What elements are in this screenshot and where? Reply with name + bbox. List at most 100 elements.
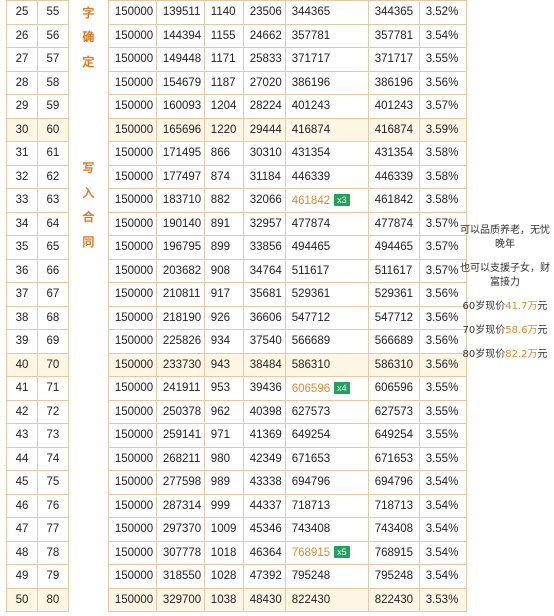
premium-cell: 150000 bbox=[107, 540, 157, 565]
table-row: 30 60 150000 165696 1220 29444 416874 416874 3.5… bbox=[6, 117, 554, 142]
total-value: 494465 bbox=[291, 241, 331, 254]
accumulated-cell: 47392 bbox=[242, 564, 286, 589]
table-row: 27 57 150000 149448 1171 25833 371717 371717 3.5… bbox=[6, 47, 554, 72]
rate-cell: 3.57% bbox=[418, 94, 467, 119]
cash-value-cell: 277598 bbox=[155, 470, 205, 495]
bonus-cell: 1220 bbox=[203, 117, 244, 142]
table-row: 44 74 150000 268211 980 42349 671653 671653 3.55… bbox=[6, 446, 554, 471]
total-value: 586310 bbox=[291, 358, 331, 371]
accumulated-cell: 24662 bbox=[242, 23, 286, 48]
value-cell: 743408 bbox=[367, 517, 420, 542]
year-cell: 25 bbox=[6, 0, 38, 25]
cash-value-cell: 154679 bbox=[155, 70, 205, 95]
side-label-column: 字确定写入合同 bbox=[67, 0, 109, 612]
cash-value-cell: 297370 bbox=[155, 517, 205, 542]
total-cell: 357781 bbox=[284, 23, 369, 48]
rate-cell: 3.55% bbox=[418, 376, 467, 401]
premium-cell: 150000 bbox=[107, 23, 157, 48]
bonus-cell: 999 bbox=[203, 493, 244, 518]
total-value: 344365 bbox=[291, 6, 331, 19]
total-cell: 627573 bbox=[284, 399, 369, 424]
table-row: 31 61 150000 171495 866 30310 431354 431354 3.58… bbox=[6, 141, 554, 166]
premium-cell: 150000 bbox=[107, 376, 157, 401]
age-cell: 60 bbox=[36, 117, 69, 142]
rate-cell: 3.57% bbox=[418, 258, 467, 283]
accumulated-cell: 25833 bbox=[242, 47, 286, 72]
year-cell: 29 bbox=[6, 94, 38, 119]
rate-cell: 3.54% bbox=[418, 23, 467, 48]
total-value: 627573 bbox=[291, 405, 331, 418]
bonus-cell: 908 bbox=[203, 258, 244, 283]
premium-cell: 150000 bbox=[107, 188, 157, 213]
bonus-cell: 1009 bbox=[203, 517, 244, 542]
value-cell: 371717 bbox=[367, 47, 420, 72]
age-cell: 77 bbox=[36, 517, 69, 542]
total-value: 371717 bbox=[291, 53, 331, 66]
rate-cell: 3.55% bbox=[418, 446, 467, 471]
total-value: 606596 bbox=[291, 382, 331, 395]
table-row: 40 70 150000 233730 943 38484 586310 586310 3.56… bbox=[6, 352, 554, 377]
total-cell: 401243 bbox=[284, 94, 369, 119]
bonus-cell: 1018 bbox=[203, 540, 244, 565]
cash-value-cell: 225826 bbox=[155, 329, 205, 354]
accumulated-cell: 27020 bbox=[242, 70, 286, 95]
value-cell: 446339 bbox=[367, 164, 420, 189]
year-cell: 33 bbox=[6, 188, 38, 213]
accumulated-cell: 41369 bbox=[242, 423, 286, 448]
year-cell: 49 bbox=[6, 564, 38, 589]
age-cell: 79 bbox=[36, 564, 69, 589]
premium-cell: 150000 bbox=[107, 211, 157, 236]
bonus-cell: 1171 bbox=[203, 47, 244, 72]
side-char: 入 bbox=[82, 185, 95, 200]
year-cell: 48 bbox=[6, 540, 38, 565]
year-cell: 45 bbox=[6, 470, 38, 495]
rate-cell: 3.58% bbox=[418, 141, 467, 166]
value-cell: 822430 bbox=[367, 587, 420, 612]
rate-cell: 3.55% bbox=[418, 47, 467, 72]
cash-value-cell: 329700 bbox=[155, 587, 205, 612]
year-cell: 26 bbox=[6, 23, 38, 48]
year-cell: 36 bbox=[6, 258, 38, 283]
side-char: 确 bbox=[82, 30, 95, 44]
year-cell: 41 bbox=[6, 376, 38, 401]
year-cell: 30 bbox=[6, 117, 38, 142]
premium-cell: 150000 bbox=[107, 282, 157, 307]
accumulated-cell: 42349 bbox=[242, 446, 286, 471]
premium-cell: 150000 bbox=[107, 399, 157, 424]
accumulated-cell: 34764 bbox=[242, 258, 286, 283]
table-row: 32 62 150000 177497 874 31184 446339 446339 3.58… bbox=[6, 164, 554, 189]
total-value: 357781 bbox=[291, 29, 331, 42]
rate-cell: 3.52% bbox=[418, 0, 467, 25]
value-cell: 566689 bbox=[367, 329, 420, 354]
premium-cell: 150000 bbox=[107, 446, 157, 471]
age-cell: 75 bbox=[36, 470, 69, 495]
premium-cell: 150000 bbox=[107, 0, 157, 25]
table-row: 34 64 150000 190140 891 32957 477874 477874 3.57… bbox=[6, 211, 554, 236]
bonus-cell: 953 bbox=[203, 376, 244, 401]
side-char: 合 bbox=[82, 210, 95, 224]
accumulated-cell: 36606 bbox=[242, 305, 286, 330]
rate-cell: 3.58% bbox=[418, 188, 467, 213]
total-value: 822430 bbox=[291, 593, 331, 606]
rate-cell: 3.56% bbox=[418, 70, 467, 95]
table-row: 41 71 150000 241911 953 39436 606596 x4 606596 3.… bbox=[6, 376, 554, 401]
total-value: 529361 bbox=[291, 288, 331, 301]
premium-cell: 150000 bbox=[107, 352, 157, 377]
rate-cell: 3.54% bbox=[418, 517, 467, 542]
bonus-cell: 891 bbox=[203, 211, 244, 236]
value-cell: 586310 bbox=[367, 352, 420, 377]
total-cell: 795248 bbox=[284, 564, 369, 589]
accumulated-cell: 35681 bbox=[242, 282, 286, 307]
premium-cell: 150000 bbox=[107, 329, 157, 354]
year-cell: 27 bbox=[6, 47, 38, 72]
cash-value-cell: 165696 bbox=[155, 117, 205, 142]
value-cell: 401243 bbox=[367, 94, 420, 119]
rate-cell: 3.57% bbox=[418, 211, 467, 236]
table-row: 48 78 150000 307778 1018 46364 768915 x5 768915 3… bbox=[6, 540, 554, 565]
age-cell: 58 bbox=[36, 70, 69, 95]
year-cell: 44 bbox=[6, 446, 38, 471]
bonus-cell: 1187 bbox=[203, 70, 244, 95]
cash-value-cell: 287314 bbox=[155, 493, 205, 518]
rate-cell: 3.55% bbox=[418, 399, 467, 424]
value-cell: 511617 bbox=[367, 258, 420, 283]
